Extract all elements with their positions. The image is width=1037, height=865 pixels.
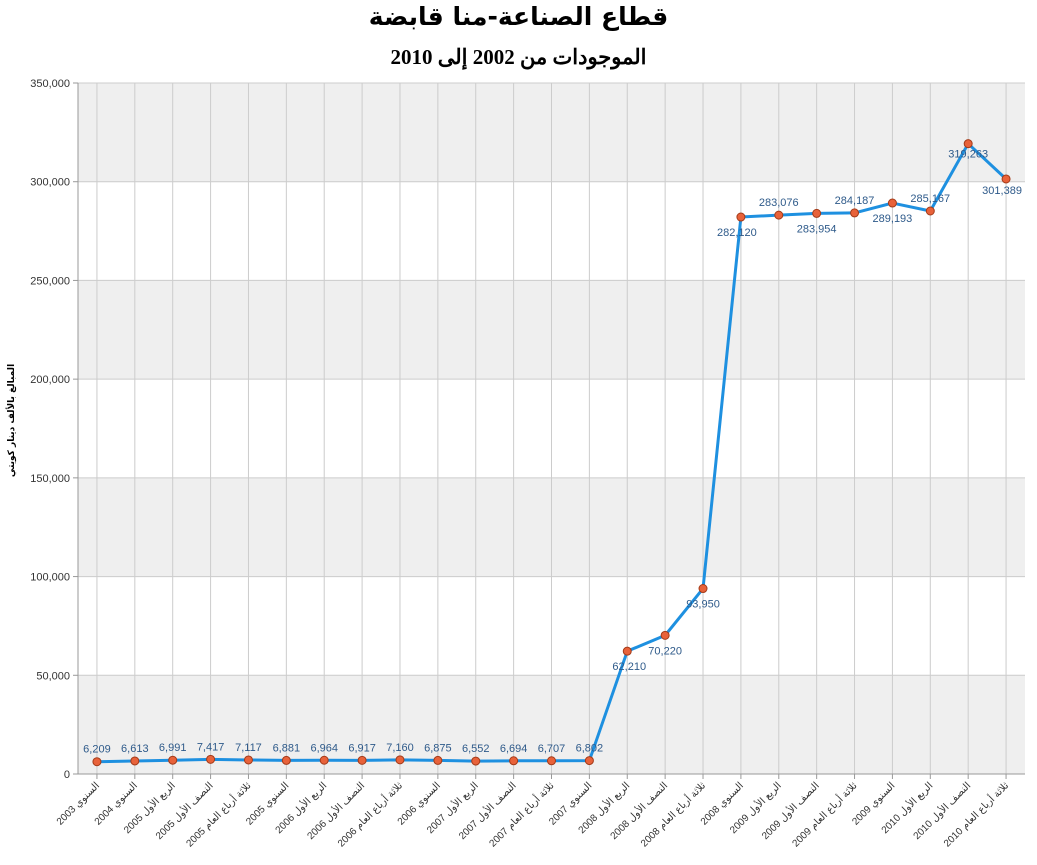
data-label: 6,707 <box>538 743 566 755</box>
y-axis-title: المبالغ بالألف دينار كويتي <box>5 364 17 477</box>
data-label: 283,954 <box>797 223 837 235</box>
data-point-marker <box>925 206 935 216</box>
data-point-marker <box>319 755 329 765</box>
y-tick-label: 300,000 <box>30 177 70 189</box>
data-label: 70,220 <box>648 645 682 657</box>
data-point-marker <box>357 755 367 765</box>
data-label: 93,950 <box>686 599 720 611</box>
data-label: 6,964 <box>310 742 338 754</box>
x-tick-label: ثلاثة أرباع العام 2005 <box>183 779 254 850</box>
data-label: 319,263 <box>948 149 988 161</box>
y-tick-label: 0 <box>64 769 70 781</box>
data-label: 7,417 <box>197 741 225 753</box>
data-point-marker <box>698 584 708 594</box>
data-label: 301,389 <box>982 185 1022 197</box>
data-label: 6,991 <box>159 742 187 754</box>
y-tick-label: 200,000 <box>30 374 70 386</box>
data-point-marker <box>963 139 973 149</box>
chart-title: قطاع الصناعة-منا قابضة <box>368 2 669 31</box>
data-point-marker <box>130 756 140 766</box>
y-tick-label: 150,000 <box>30 473 70 485</box>
data-label: 6,917 <box>348 742 376 754</box>
data-point-marker <box>395 755 405 765</box>
data-label: 62,210 <box>612 661 646 673</box>
x-tick-label: ثلاثة أرباع العام 2007 <box>486 779 557 850</box>
data-label: 6,802 <box>576 743 604 755</box>
data-label: 6,209 <box>83 744 111 756</box>
x-tick-label: ثلاثة أرباع العام 2006 <box>335 779 406 850</box>
data-label: 289,193 <box>873 213 913 225</box>
data-point-marker <box>471 756 481 766</box>
data-point-marker <box>850 208 860 218</box>
y-tick-label: 250,000 <box>30 275 70 287</box>
data-point-marker <box>547 756 556 766</box>
data-label: 6,881 <box>273 742 301 754</box>
data-point-marker <box>433 755 443 765</box>
data-point-marker <box>774 210 784 220</box>
data-point-marker <box>887 198 897 208</box>
data-label: 6,613 <box>121 743 149 755</box>
data-point-marker <box>622 646 632 656</box>
data-point-marker <box>92 757 102 767</box>
y-tick-label: 50,000 <box>36 670 70 682</box>
data-point-marker <box>812 208 822 218</box>
data-point-marker <box>1001 174 1011 184</box>
data-label: 6,552 <box>462 743 490 755</box>
data-point-marker <box>243 755 253 765</box>
data-label: 6,875 <box>424 742 452 754</box>
x-tick-label: ثلاثة أرباع العام 2008 <box>638 779 709 850</box>
data-label: 7,160 <box>386 742 414 754</box>
x-tick-label: ثلاثة أرباع العام 2009 <box>789 779 860 850</box>
data-point-marker <box>584 756 594 766</box>
y-tick-label: 350,000 <box>30 78 70 90</box>
data-label: 284,187 <box>835 195 875 207</box>
data-label: 282,120 <box>717 227 757 239</box>
chart-subtitle: الموجودات من 2002 إلى 2010 <box>390 45 647 69</box>
y-tick-label: 100,000 <box>30 572 70 584</box>
data-label: 7,117 <box>235 742 262 754</box>
data-point-marker <box>660 630 670 640</box>
data-label: 6,694 <box>500 743 528 755</box>
x-tick-label: ثلاثة أرباع العام 2010 <box>941 779 1012 850</box>
data-point-marker <box>206 754 216 764</box>
data-point-marker <box>281 755 291 765</box>
data-point-marker <box>168 755 178 765</box>
data-point-marker <box>509 756 519 766</box>
data-label: 283,076 <box>759 197 799 209</box>
data-point-marker <box>736 212 746 222</box>
data-label: 285,167 <box>910 193 950 205</box>
